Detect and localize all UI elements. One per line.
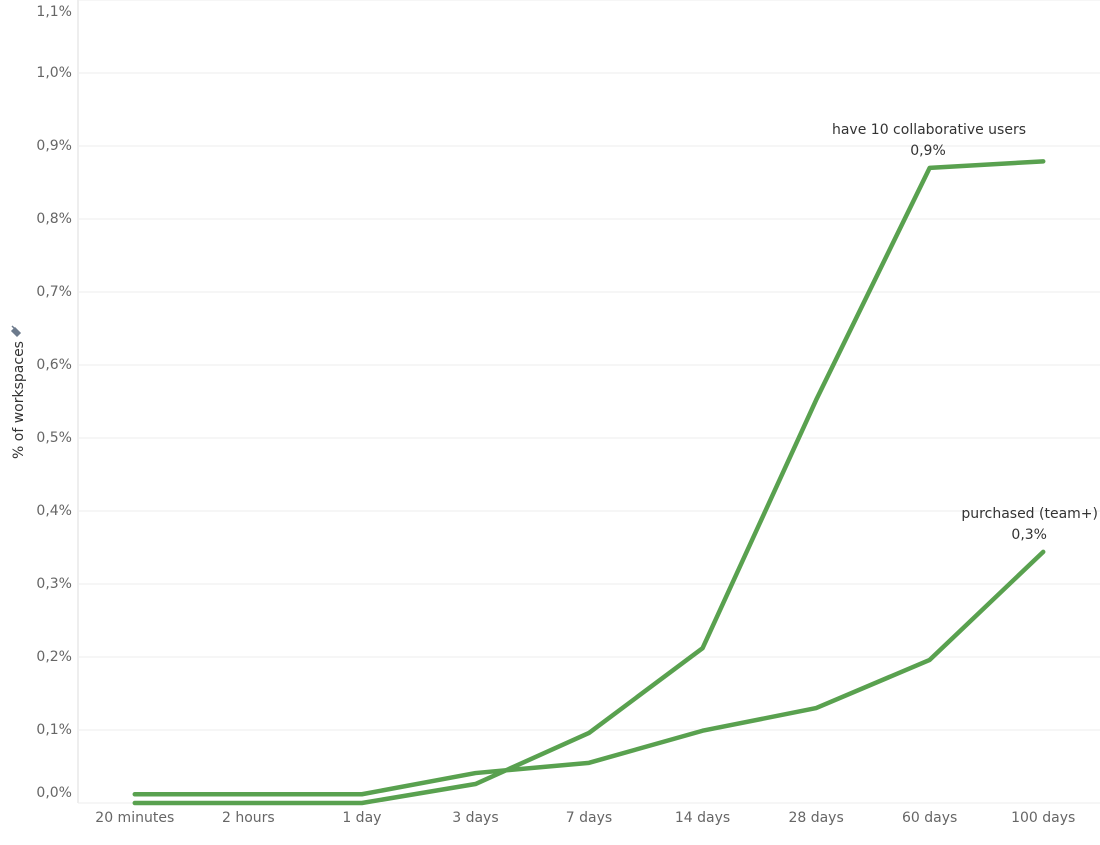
y-tick-label: 1,0% (36, 65, 72, 81)
x-tick-label: 28 days (788, 810, 843, 826)
value-label: 0,9% (910, 143, 946, 159)
x-tick-label: 7 days (566, 810, 612, 826)
x-tick-label: 14 days (675, 810, 730, 826)
x-tick-label: 100 days (1011, 810, 1075, 826)
series-label: purchased (team+) (961, 506, 1098, 522)
y-tick-label: 0,8% (36, 211, 72, 227)
x-tick-label: 60 days (902, 810, 957, 826)
y-tick-label: 0,0% (36, 785, 72, 801)
y-tick-label: 0,4% (36, 503, 72, 519)
x-tick-label: 2 hours (222, 810, 275, 826)
x-tick-label: 3 days (452, 810, 498, 826)
y-tick-label: 0,9% (36, 138, 72, 154)
y-tick-label: 0,7% (36, 284, 72, 300)
y-tick-label: 0,6% (36, 357, 72, 373)
series-line (132, 159, 1046, 806)
y-tick-label: 0,5% (36, 430, 72, 446)
x-tick-label: 1 day (342, 810, 381, 826)
y-tick-label: 1,1% (36, 4, 72, 20)
pin-icon (10, 325, 22, 338)
series-line (132, 549, 1046, 797)
value-label: 0,3% (1011, 527, 1047, 543)
x-tick-label: 20 minutes (95, 810, 174, 826)
y-axis-label: % of workspaces (11, 341, 27, 459)
y-tick-label: 0,1% (36, 722, 72, 738)
y-tick-label: 0,2% (36, 649, 72, 665)
y-tick-label: 0,3% (36, 576, 72, 592)
series-label: have 10 collaborative users (832, 122, 1026, 138)
